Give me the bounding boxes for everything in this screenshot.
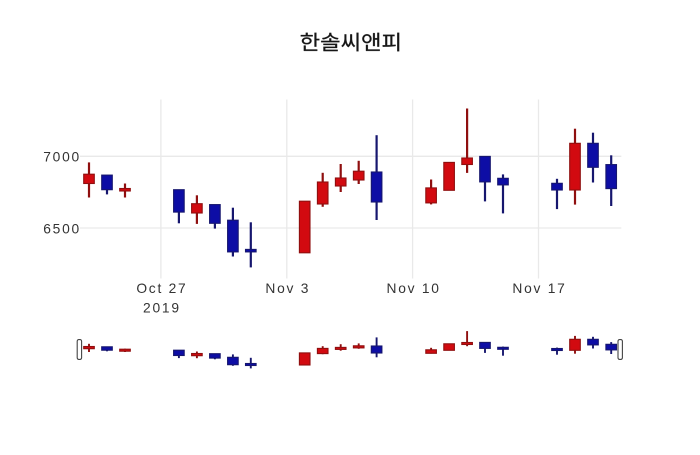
svg-text:6500: 6500 bbox=[43, 221, 81, 236]
svg-text:2019: 2019 bbox=[143, 300, 181, 315]
svg-text:Nov 17: Nov 17 bbox=[512, 281, 566, 296]
svg-text:Nov 3: Nov 3 bbox=[265, 281, 310, 296]
svg-text:7000: 7000 bbox=[43, 149, 81, 164]
svg-text:Nov 10: Nov 10 bbox=[386, 281, 440, 296]
svg-text:Oct 27: Oct 27 bbox=[136, 281, 187, 296]
